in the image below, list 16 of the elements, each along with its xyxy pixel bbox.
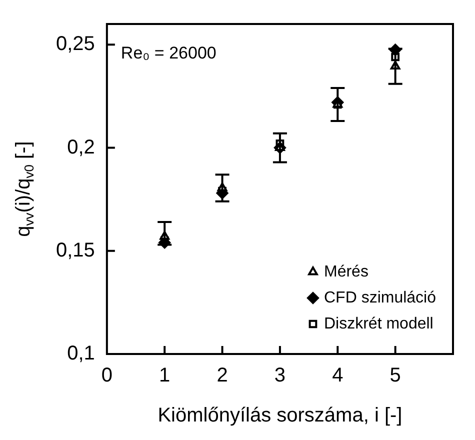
x-axis-title: Kiömlőnyílás sorszáma, i [-]: [158, 404, 402, 427]
x-tick-label: 2: [216, 364, 228, 387]
annotation: Re₀ = 26000: [120, 44, 216, 63]
x-tick-label: 5: [390, 364, 401, 387]
x-tick-label: 0: [101, 364, 112, 387]
x-tick-label: 1: [159, 364, 170, 387]
x-tick-label: 4: [332, 364, 344, 387]
legend-label: CFD szimuláció: [324, 289, 436, 306]
legend-label: Diszkrét modell: [324, 315, 434, 332]
x-tick-label: 3: [274, 364, 286, 387]
legend-label: Mérés: [324, 263, 368, 280]
y-tick-label: 0,25: [56, 33, 95, 56]
y-tick-label: 0,15: [56, 239, 95, 262]
y-tick-label: 0,2: [67, 136, 95, 158]
y-tick-label: 0,1: [67, 342, 95, 365]
y-axis-title: qvv(i)/qv0 [-]: [12, 141, 37, 237]
